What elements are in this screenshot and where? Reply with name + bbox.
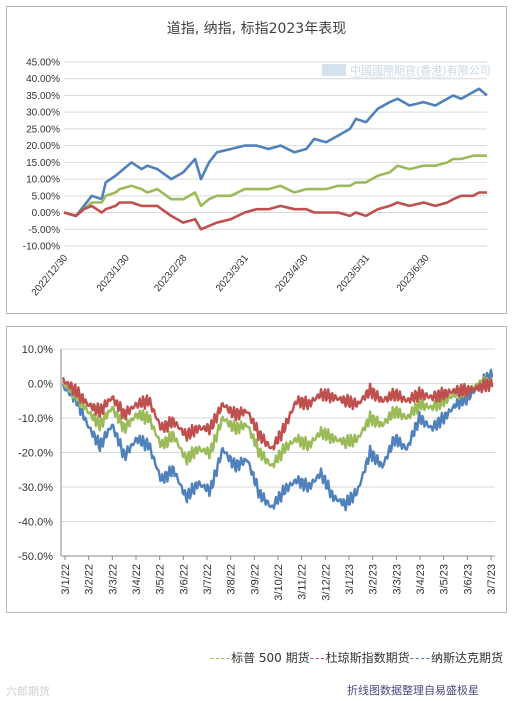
top-y-tick-label: 15.00% xyxy=(26,158,60,169)
bottom-series-line xyxy=(61,376,494,451)
bottom-x-tick-label: 3/4/22 xyxy=(131,564,143,595)
bottom-y-tick-label: -10.0% xyxy=(18,413,53,425)
top-y-tick-label: 10.00% xyxy=(26,175,60,186)
bottom-y-tick-label: -20.0% xyxy=(18,448,53,460)
bottom-x-tick-label: 3/12/22 xyxy=(320,564,332,601)
bottom-x-tick-label: 3/2/23 xyxy=(368,564,380,595)
top-line-chart: 45.00% 40.00% 35.00% 30.00% 25.00% 20.00% 15.0… xyxy=(23,58,488,298)
bottom-x-tick-label: 3/1/22 xyxy=(60,564,72,595)
chart-legend: ----标普 500 期货---杜琼斯指数期货----纳斯达克期货 xyxy=(0,649,503,666)
bottom-y-tick-label: -30.0% xyxy=(18,482,53,494)
legend-label-dow: 杜琼斯指数期货 xyxy=(325,651,410,665)
footer-source-note: 折线图数据整理自易盛极星 xyxy=(347,684,479,697)
top-series-line xyxy=(63,191,487,231)
bottom-x-tick-label: 3/11/22 xyxy=(297,564,309,600)
watermark-badge-icon xyxy=(322,64,346,76)
top-y-tick-label: 5.00% xyxy=(32,191,60,202)
top-y-tick-label: -5.00% xyxy=(28,225,60,236)
bottom-y-tick-label: -40.0% xyxy=(18,517,53,529)
bottom-x-tick-label: 3/10/22 xyxy=(273,564,285,601)
top-y-tick-label: 30.00% xyxy=(26,108,60,119)
top-y-tick-label: 45.00% xyxy=(26,58,60,69)
top-series-line xyxy=(63,87,488,218)
watermark-name: 中國國際期貨(香港)有限公司 xyxy=(350,64,491,77)
bottom-x-tick-label: 3/3/23 xyxy=(391,564,403,595)
top-y-tick-label: 20.00% xyxy=(26,141,60,152)
bottom-x-tick-label: 3/9/22 xyxy=(249,564,261,595)
top-y-tick-label: 40.00% xyxy=(26,74,60,85)
bottom-y-tick-label: -50.0% xyxy=(18,551,53,563)
bottom-x-tick-label: 3/6/23 xyxy=(462,564,474,595)
chart-title: 道指, 纳指, 标指2023年表现 xyxy=(166,21,347,37)
bottom-x-tick-label: 3/6/22 xyxy=(178,564,190,595)
bottom-x-tick-label: 3/4/23 xyxy=(415,564,427,595)
chart-bottom-panel xyxy=(6,326,507,613)
watermark-logo: 中國國際期貨(香港)有限公司 CHINA INTERNATIONAL FUTUR… xyxy=(322,62,497,82)
top-y-tick-label: 35.00% xyxy=(26,91,60,102)
bottom-x-tick-label: 3/5/22 xyxy=(155,564,167,595)
top-y-tick-label: -10.00% xyxy=(23,242,60,253)
bottom-series-line xyxy=(61,375,494,469)
legend-label-sp500: 标普 500 期货 xyxy=(231,651,310,665)
bottom-x-tick-label: 3/1/23 xyxy=(344,564,356,595)
watermark-subtitle: CHINA INTERNATIONAL FUTURES (HONG KONG) … xyxy=(350,75,465,80)
bottom-x-tick-label: 3/7/22 xyxy=(202,564,214,595)
bottom-x-tick-label: 3/2/22 xyxy=(84,564,96,595)
legend-swatch-dow: --- xyxy=(309,651,326,665)
chart-top-panel xyxy=(6,6,507,314)
legend-swatch-nasdaq: ---- xyxy=(409,651,431,665)
bottom-x-tick-label: 3/7/23 xyxy=(486,564,498,595)
top-y-tick-label: 25.00% xyxy=(26,124,60,135)
top-series-line xyxy=(63,154,487,218)
footer-logo: 六郎期货 xyxy=(6,685,50,698)
bottom-x-tick-label: 3/8/22 xyxy=(226,564,238,595)
bottom-y-tick-label: 10.0% xyxy=(22,344,53,356)
legend-label-nasdaq: 纳斯达克期货 xyxy=(430,651,503,665)
top-y-tick-label: 0.00% xyxy=(32,208,60,219)
legend-swatch-sp500: ---- xyxy=(209,651,232,665)
bottom-series-line xyxy=(61,368,494,512)
bottom-x-tick-label: 3/5/23 xyxy=(439,564,451,595)
bottom-y-tick-label: 0.0% xyxy=(28,379,53,391)
bottom-x-tick-label: 3/3/22 xyxy=(107,564,119,595)
